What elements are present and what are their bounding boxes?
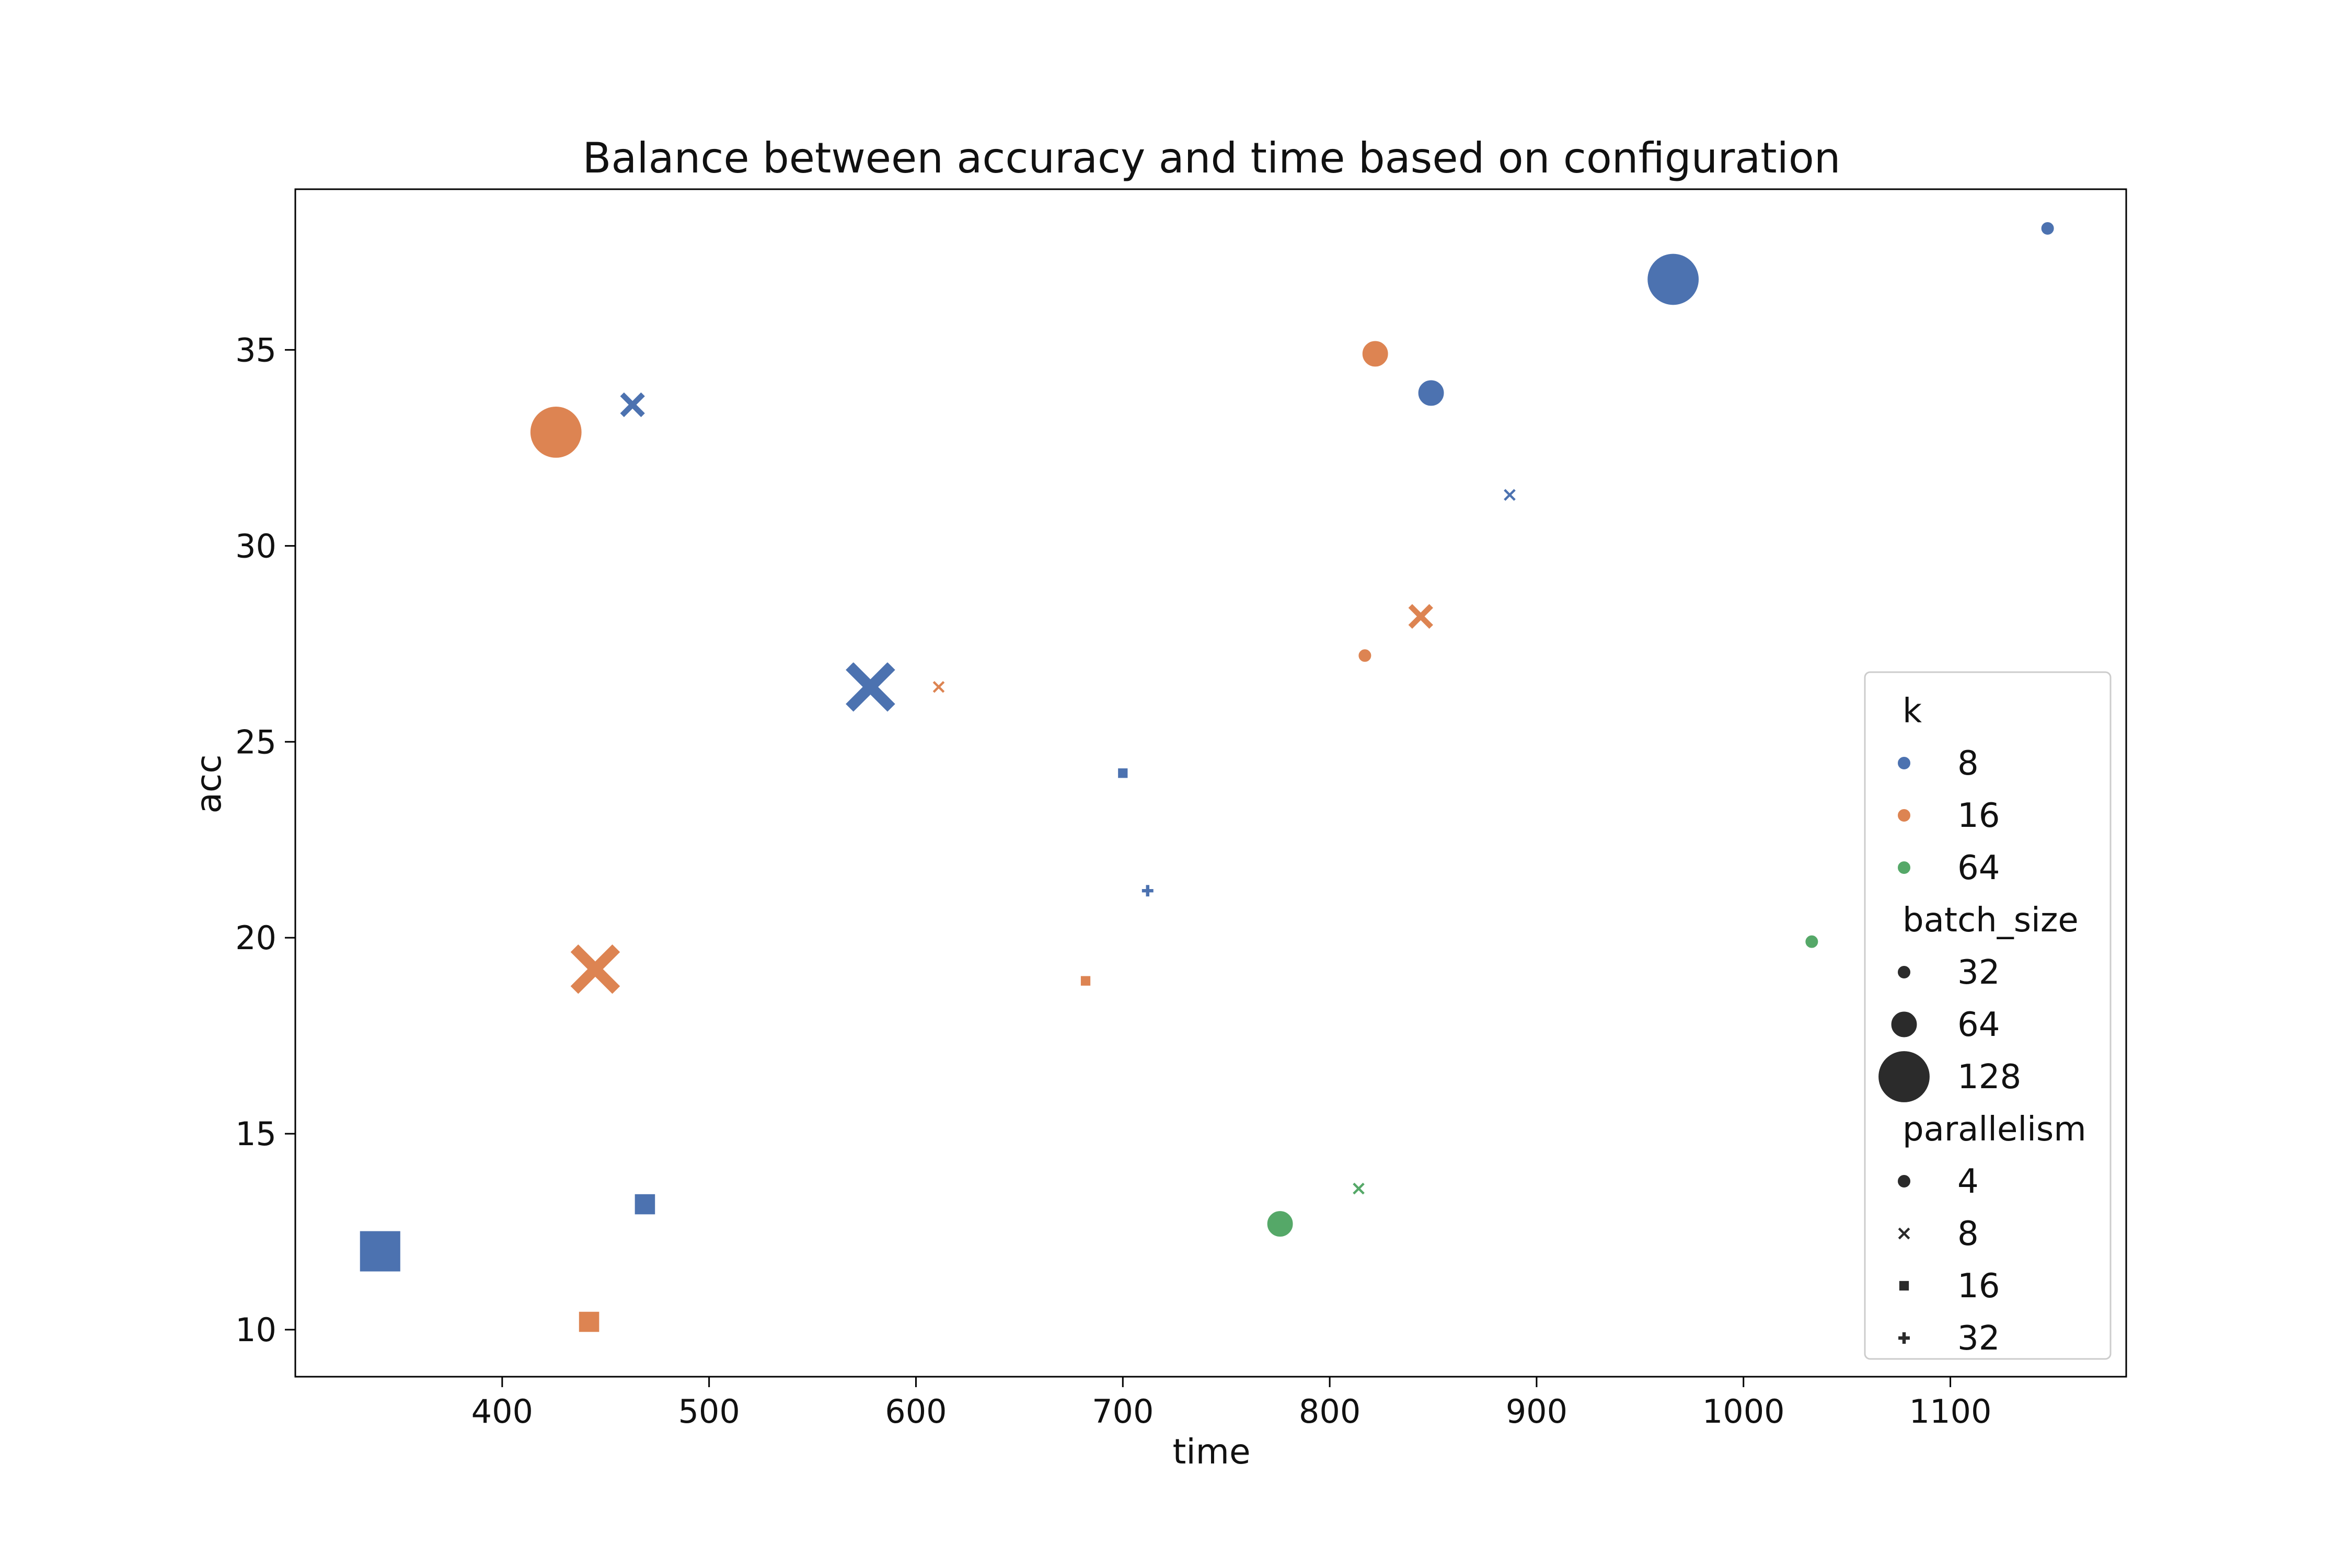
data-point bbox=[527, 403, 585, 462]
legend-label: 8 bbox=[1957, 744, 1979, 783]
y-tick-label: 10 bbox=[235, 1311, 276, 1349]
legend-marker bbox=[1897, 860, 1911, 875]
x-tick-label: 400 bbox=[471, 1392, 533, 1431]
x-tick-label: 600 bbox=[885, 1392, 947, 1431]
legend-marker bbox=[1875, 1047, 1933, 1106]
legend-marker bbox=[1897, 1174, 1911, 1189]
data-point bbox=[568, 942, 622, 996]
legend-label: 32 bbox=[1957, 953, 2000, 992]
legend-marker bbox=[1897, 808, 1911, 823]
y-tick-label: 20 bbox=[235, 919, 276, 957]
legend-label: 64 bbox=[1957, 849, 2000, 887]
data-point bbox=[843, 660, 897, 714]
data-point bbox=[1352, 1181, 1366, 1196]
data-point bbox=[619, 391, 646, 419]
legend-marker bbox=[1897, 756, 1911, 770]
legend-title: parallelism bbox=[1903, 1110, 2086, 1149]
y-tick-label: 25 bbox=[235, 723, 276, 761]
x-tick-label: 900 bbox=[1506, 1392, 1567, 1431]
y-axis-label: acc bbox=[189, 754, 229, 813]
data-point bbox=[1357, 648, 1373, 663]
x-tick-label: 1100 bbox=[1909, 1392, 1992, 1431]
legend-label: 4 bbox=[1957, 1162, 1979, 1201]
legend-label: 16 bbox=[1957, 1267, 2000, 1306]
data-point bbox=[358, 1229, 402, 1274]
y-tick-label: 15 bbox=[235, 1115, 276, 1153]
legend-title: k bbox=[1903, 692, 1922, 731]
legend-box bbox=[1864, 671, 2112, 1360]
x-axis-ticks: 400 500 600 700 800 900 1000 1100 bbox=[471, 1377, 1992, 1431]
chart-title: Balance between accuracy and time based … bbox=[583, 134, 1841, 182]
data-point bbox=[2040, 221, 2055, 236]
data-point bbox=[1265, 1209, 1295, 1239]
legend-label: 16 bbox=[1957, 797, 2000, 835]
x-tick-label: 700 bbox=[1092, 1392, 1154, 1431]
data-point bbox=[1804, 934, 1819, 949]
data-point bbox=[1407, 603, 1435, 630]
data-point bbox=[578, 1310, 601, 1333]
x-tick-label: 800 bbox=[1299, 1392, 1361, 1431]
plot-frame bbox=[294, 188, 2127, 1378]
x-tick-label: 500 bbox=[678, 1392, 740, 1431]
y-tick-label: 30 bbox=[235, 527, 276, 565]
data-points bbox=[358, 221, 2055, 1333]
legend-title: batch_size bbox=[1903, 901, 2079, 940]
data-point bbox=[1361, 339, 1390, 368]
data-point bbox=[1079, 975, 1092, 987]
data-point bbox=[931, 679, 946, 694]
data-point bbox=[633, 1193, 656, 1216]
y-axis-ticks: 10 15 20 25 30 35 bbox=[235, 331, 295, 1349]
x-axis-label: time bbox=[1172, 1432, 1250, 1472]
legend-marker bbox=[1897, 1331, 1911, 1345]
legend-marker bbox=[1897, 965, 1911, 979]
data-point bbox=[1117, 767, 1129, 779]
data-point bbox=[1644, 250, 1702, 308]
y-tick-label: 35 bbox=[235, 331, 276, 369]
legend-label: 128 bbox=[1957, 1058, 2021, 1097]
data-point bbox=[1416, 378, 1446, 408]
legend-marker bbox=[1898, 1279, 1910, 1292]
legend-label: 64 bbox=[1957, 1006, 2000, 1044]
legend-label: 32 bbox=[1957, 1319, 2000, 1358]
data-point bbox=[1503, 488, 1517, 502]
legend-marker bbox=[1897, 1226, 1911, 1241]
legend-label: 8 bbox=[1957, 1215, 1979, 1253]
legend-marker bbox=[1889, 1010, 1919, 1039]
data-point bbox=[1141, 884, 1155, 897]
x-tick-label: 1000 bbox=[1702, 1392, 1785, 1431]
